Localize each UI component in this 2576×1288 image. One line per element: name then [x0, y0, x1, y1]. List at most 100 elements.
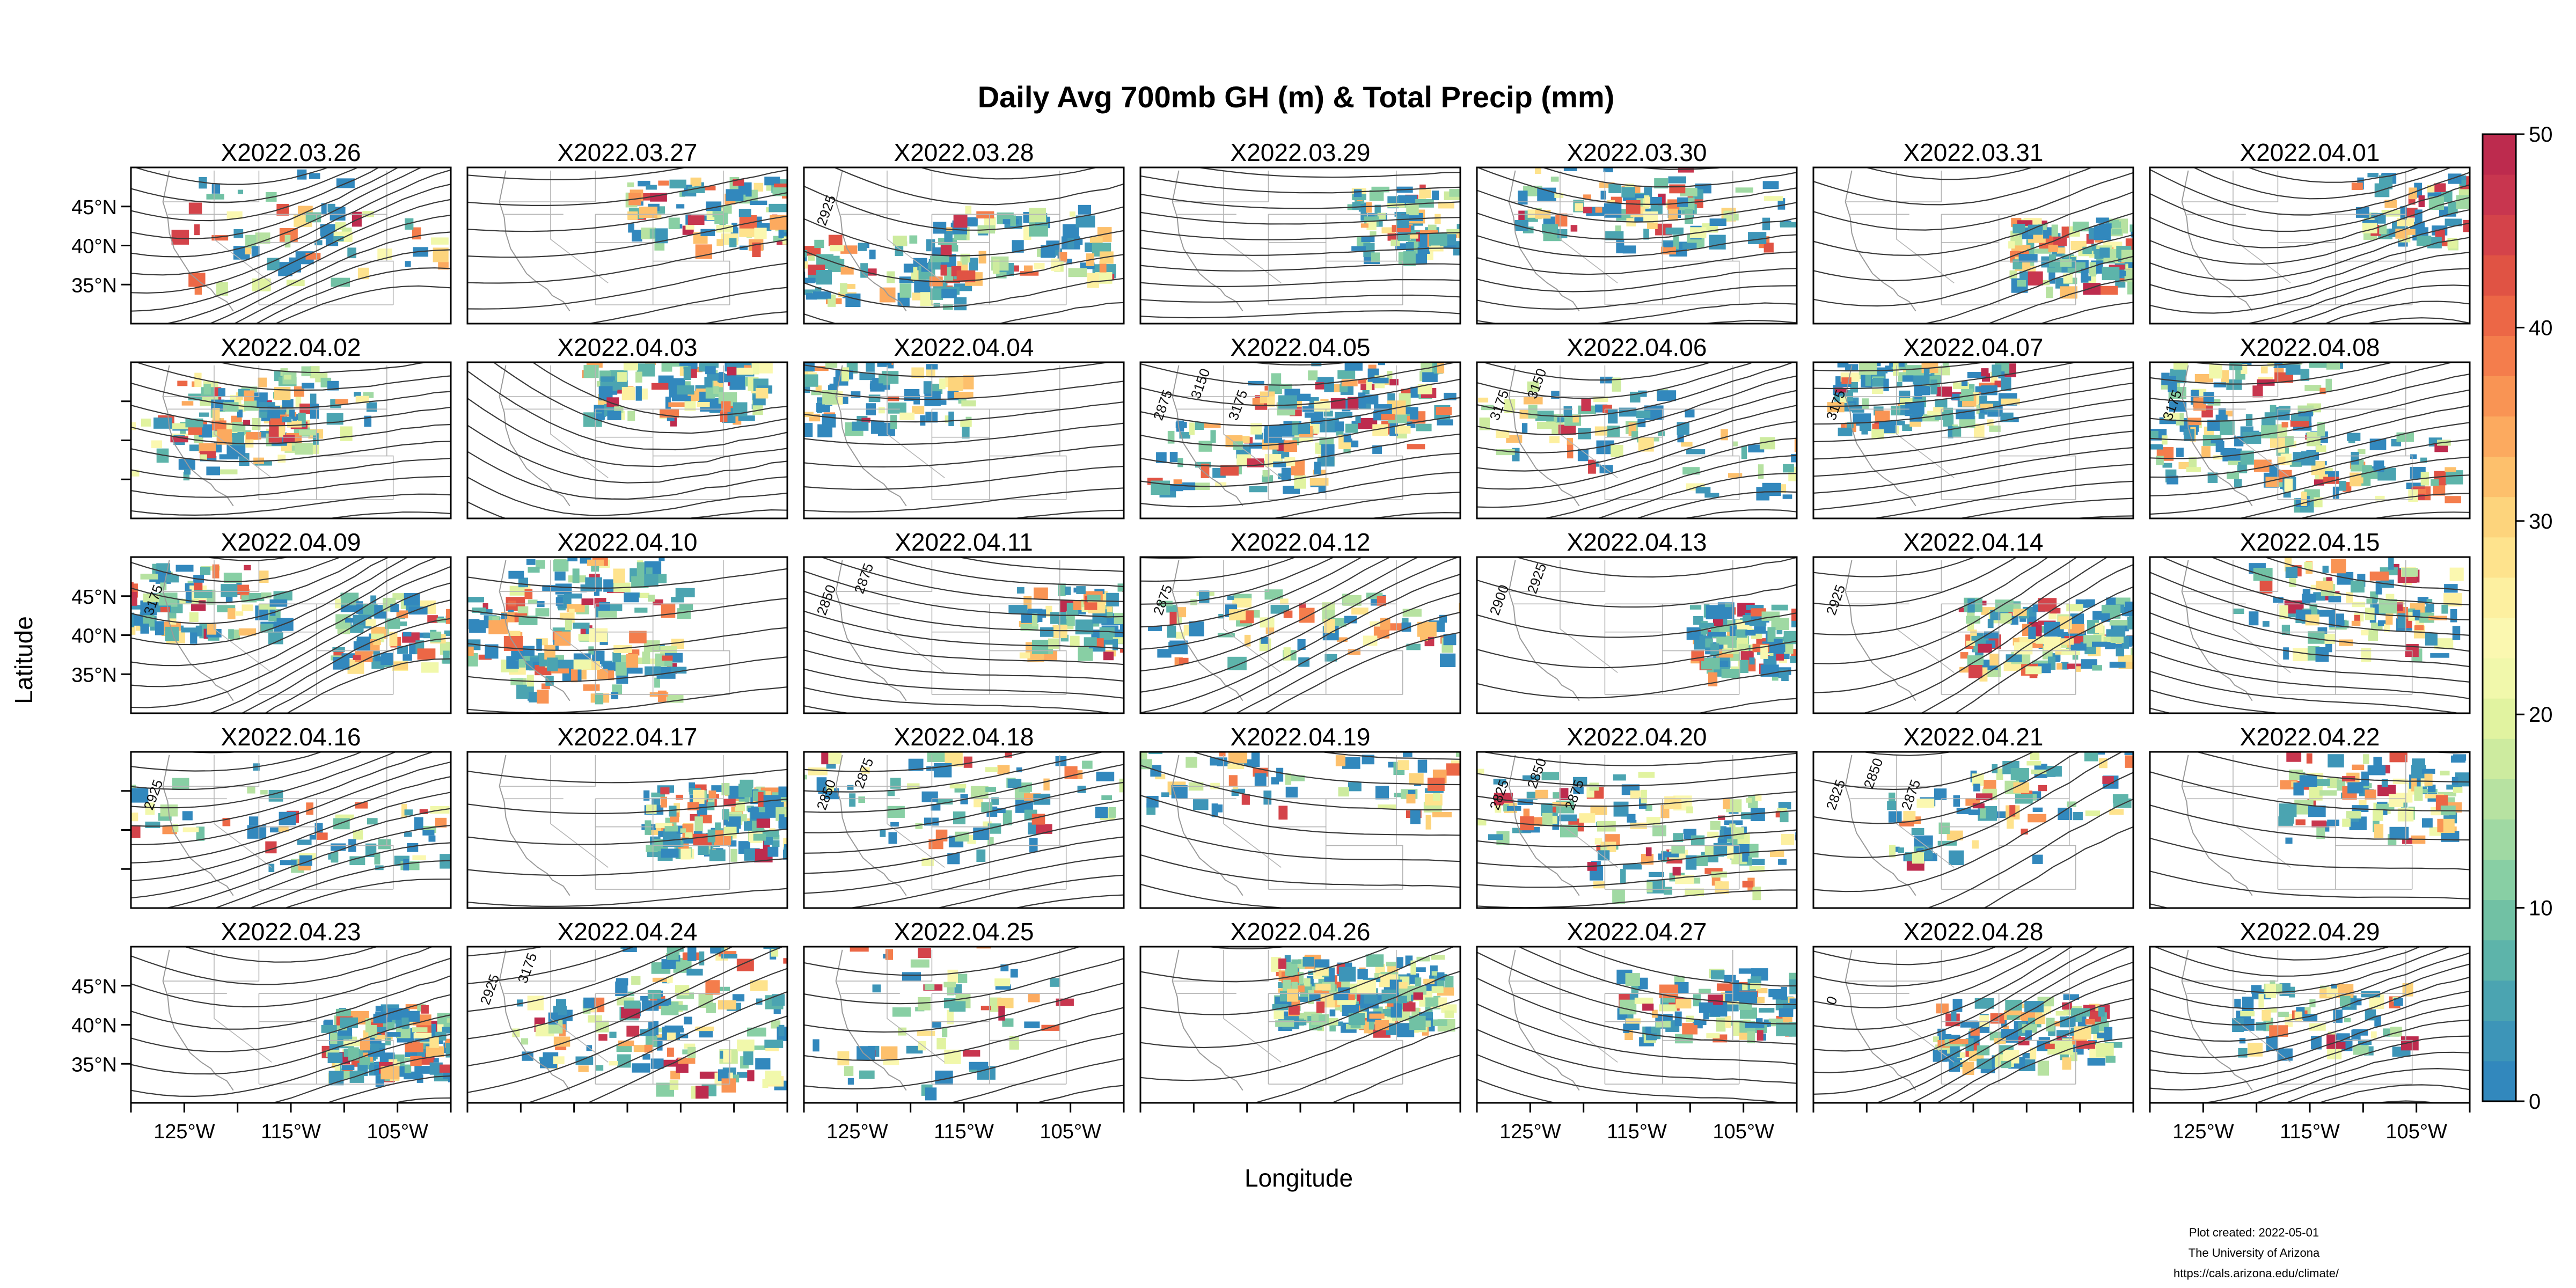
precip-cell [2253, 459, 2272, 472]
state-border [316, 260, 394, 305]
precip-cell [2150, 246, 2164, 259]
precip-cell [998, 1006, 1005, 1021]
precip-cell [1577, 449, 1589, 462]
precip-cell [2472, 174, 2479, 182]
precip-cell [1911, 828, 1924, 836]
precip-cell [469, 620, 486, 633]
precip-cell [378, 839, 391, 850]
precip-cell [1646, 817, 1660, 825]
precip-cell [1211, 803, 1218, 817]
gh-contour [1140, 471, 1460, 508]
precip-cell [617, 1054, 631, 1068]
precip-cell [1371, 252, 1380, 262]
precip-cell [2124, 752, 2133, 755]
precip-cell [2242, 431, 2262, 444]
precip-cell [554, 571, 566, 581]
precip-cell [2182, 276, 2194, 288]
state-border [1662, 845, 1740, 890]
precip-cell [736, 1072, 749, 1078]
precip-cell [1478, 397, 1489, 402]
precip-cell [1967, 622, 1974, 631]
gh-contour [1477, 362, 1754, 399]
precip-cell [1477, 819, 1487, 826]
precip-cell [1051, 258, 1061, 271]
precip-cell [1250, 423, 1262, 435]
precip-cell [2308, 805, 2326, 817]
panel-title: X2022.04.26 [1231, 918, 1371, 946]
precip-cell [2441, 604, 2448, 614]
precip-cell [1161, 792, 1169, 797]
precip-cell [892, 236, 907, 246]
precip-cell [419, 809, 428, 815]
precip-cell [952, 245, 958, 252]
precip-cell [2139, 266, 2154, 279]
precip-cell [2445, 496, 2461, 503]
precip-cell [1387, 370, 1393, 383]
precip-cell [1630, 822, 1647, 829]
precip-cell [828, 752, 841, 764]
precip-cell [623, 362, 639, 371]
map-panel: X2022.04.02 [121, 333, 452, 519]
precip-cell [354, 392, 361, 397]
precip-cell [1337, 370, 1356, 379]
precip-cell [310, 393, 317, 408]
precip-cell [750, 980, 768, 991]
precip-cell [892, 1007, 911, 1017]
precip-cell [953, 215, 968, 228]
precip-cell [2038, 785, 2047, 792]
precip-cell [1612, 377, 1621, 392]
precip-cell [728, 347, 739, 353]
precip-cell [1740, 660, 1748, 673]
state-border [836, 170, 933, 202]
gh-contour [2150, 389, 2470, 441]
precip-cell [726, 189, 744, 201]
precip-cell [2270, 405, 2277, 417]
precip-cell [1069, 211, 1075, 217]
precip-cell [844, 1066, 854, 1076]
precip-cell [2414, 209, 2423, 224]
precip-cell [1167, 430, 1175, 444]
precip-cell [716, 239, 724, 246]
precip-cell [2304, 385, 2322, 391]
precip-cell [2327, 819, 2340, 826]
precip-cell [689, 782, 696, 792]
precip-cell [1824, 635, 1840, 641]
panel-frame [1139, 556, 1461, 714]
precip-cell [1106, 592, 1119, 607]
gh-contour [131, 667, 451, 716]
precip-cell [583, 365, 599, 378]
precip-cell [380, 1066, 400, 1080]
panel-title: X2022.04.24 [558, 918, 698, 946]
precip-cell [695, 1085, 709, 1099]
precip-cell [1323, 411, 1333, 417]
gh-contour [2150, 652, 2470, 699]
precip-cell [693, 831, 702, 836]
precip-cell [1419, 189, 1431, 198]
precip-cell [639, 592, 650, 598]
panel-frame [1139, 166, 1461, 325]
precip-cell [639, 206, 657, 218]
precip-cell [2286, 752, 2302, 762]
gh-contour [467, 169, 787, 206]
precip-cell [278, 825, 289, 832]
precip-cell [1040, 627, 1054, 637]
gh-contour [1140, 175, 1460, 194]
gh-contour [804, 752, 1106, 793]
precip-cell [2253, 567, 2273, 581]
precip-cell [647, 990, 661, 999]
precip-cell [787, 181, 796, 187]
lat-tick-label: 35°N [71, 664, 117, 686]
precip-cell [1696, 855, 1708, 866]
precip-cell [790, 838, 796, 848]
precip-cell [2067, 801, 2076, 807]
gh-contour [2186, 362, 2314, 366]
figure-title: Daily Avg 700mb GH (m) & Total Precip (m… [977, 80, 1615, 114]
precip-cell [599, 602, 611, 612]
precip-cell [676, 385, 694, 395]
gh-contour [804, 362, 1114, 378]
map-panel: X2022.04.10 [466, 528, 788, 714]
precip-cell [743, 1050, 753, 1065]
precip-cell [2434, 183, 2446, 192]
state-border [595, 241, 654, 305]
precip-cell [268, 430, 282, 443]
